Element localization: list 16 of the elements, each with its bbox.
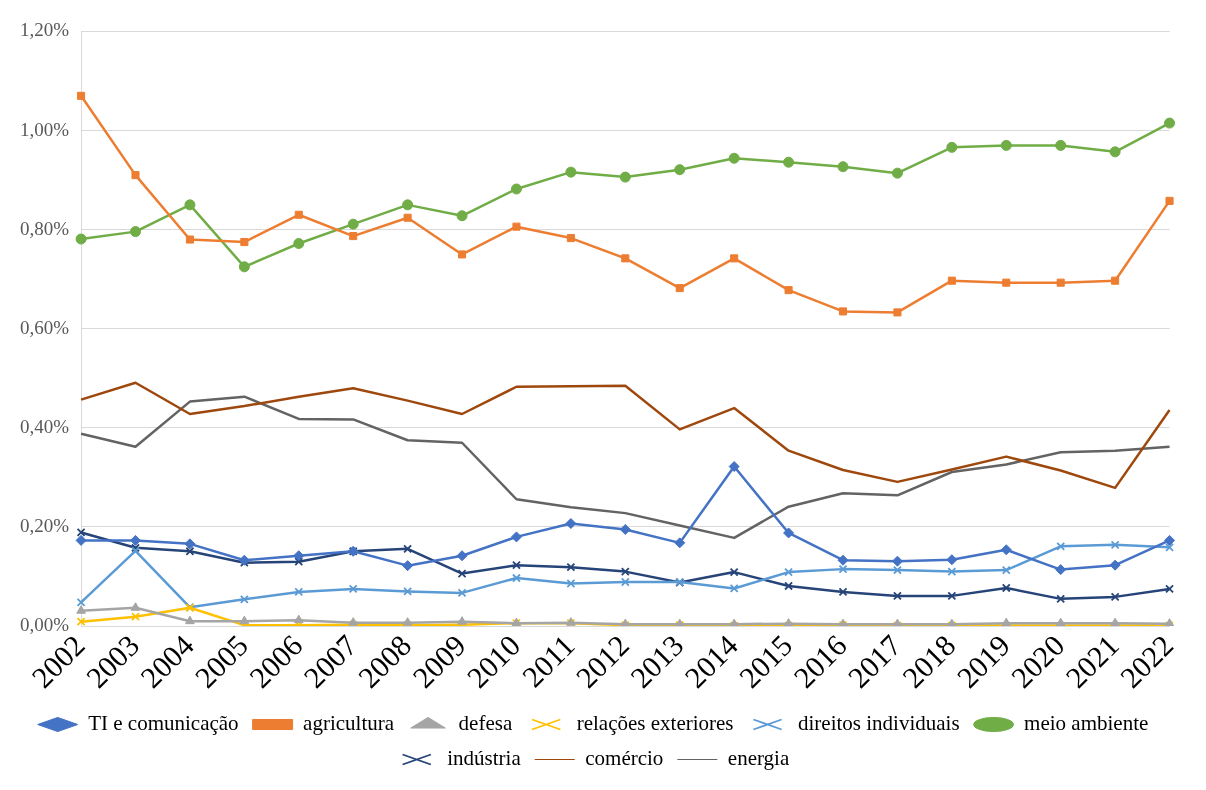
legend-label: agricultura	[303, 711, 395, 736]
y-tick-label: 0,20%	[20, 514, 70, 536]
y-tick-label: 0,40%	[20, 415, 70, 437]
legend-label: defesa	[458, 711, 513, 736]
legend-label: comércio	[585, 746, 664, 771]
y-tick-label: 0,00%	[20, 614, 70, 636]
legend-label: indústria	[447, 746, 522, 771]
y-tick-label: 1,20%	[20, 19, 70, 41]
legend-label: meio ambiente	[1024, 711, 1149, 736]
legend-label: TI e comunicação	[88, 711, 239, 736]
legend-label: direitos individuais	[798, 711, 960, 736]
y-tick-label: 0,60%	[20, 316, 70, 338]
legend-label: energia	[727, 746, 790, 771]
legend-label: relações exteriores	[576, 711, 734, 736]
y-tick-label: 0,80%	[20, 217, 70, 239]
y-tick-label: 1,00%	[20, 118, 70, 140]
